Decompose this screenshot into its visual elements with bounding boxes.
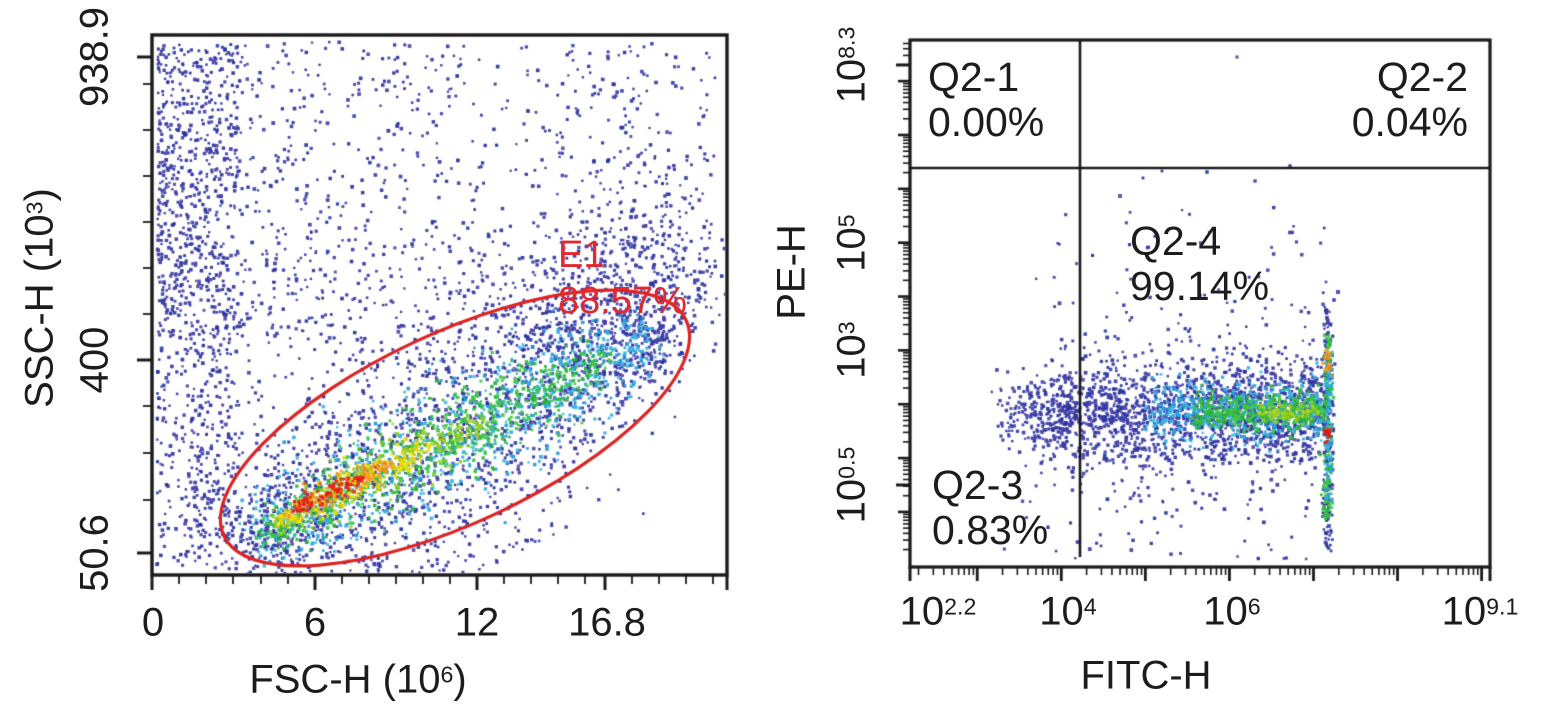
left-x-tick-6: 6 [303,600,327,645]
right-y-tick-10e8-3: 108.3 [830,27,875,104]
right-y-tick-10e3: 103 [830,321,875,378]
q2-2-percent: 0.04% [1351,99,1468,145]
right-x-tick-10e2-2-base: 10 [899,589,945,634]
right-y-tick-10e8-3-exp: 8.3 [833,26,860,59]
left-x-label-sup: 6 [440,661,454,688]
right-x-tick-10e9-1: 109.1 [1442,590,1519,635]
right-y-axis-label: PE-H [769,224,814,320]
right-x-tick-10e6-exp: 6 [1247,593,1261,620]
left-y-label-close: ) [17,188,62,202]
right-x-tick-10e4-base: 10 [1039,589,1084,634]
right-y-tick-10e8-3-base: 10 [829,58,874,104]
right-x-axis-label: FITC-H [1080,653,1212,698]
right-y-tick-10e5: 105 [830,214,875,271]
q2-2-name: Q2-2 [1376,54,1468,100]
quadrant-q2-2-label: Q2-2 0.04% [1352,55,1468,145]
q2-3-name: Q2-3 [932,462,1024,508]
right-y-tick-10e5-exp: 5 [833,214,860,228]
left-y-label-sup: 3 [21,201,48,215]
q2-4-percent: 99.14% [1130,263,1270,309]
right-x-tick-10e9-1-base: 10 [1441,589,1487,634]
right-x-tick-10e4: 104 [1039,590,1096,635]
q2-4-name: Q2-4 [1130,218,1222,264]
quadrant-q2-1-label: Q2-1 0.00% [928,55,1044,145]
right-x-tick-10e9-1-exp: 9.1 [1486,593,1519,620]
left-x-tick-12: 12 [454,600,500,645]
left-x-axis-label: FSC-H (106) [249,658,466,703]
left-x-tick-0: 0 [141,600,165,645]
right-x-tick-10e6-base: 10 [1203,589,1248,634]
right-x-tick-10e6: 106 [1203,590,1260,635]
right-y-tick-10e0-5: 100.5 [830,447,875,524]
q2-1-percent: 0.00% [928,99,1045,145]
q2-1-name: Q2-1 [928,54,1020,100]
quadrant-q2-3-label: Q2-3 0.83% [932,463,1048,553]
right-y-tick-10e3-exp: 3 [833,321,860,335]
left-y-tick-50-6: 50.6 [72,514,117,592]
right-y-tick-10e3-base: 10 [829,334,874,379]
q2-3-percent: 0.83% [932,507,1049,553]
left-x-label-close: ) [453,657,467,702]
right-x-tick-10e2-2: 102.2 [900,590,977,635]
right-y-tick-10e0-5-base: 10 [829,478,874,524]
right-x-tick-10e2-2-exp: 2.2 [944,593,977,620]
left-y-label-text: SSC-H (10 [17,214,62,408]
left-x-label-text: FSC-H (10 [249,657,441,702]
gate-e1-name: E1 [558,234,605,276]
left-y-tick-938-9: 938.9 [72,6,117,108]
right-y-tick-10e5-base: 10 [829,227,874,272]
left-y-tick-400: 400 [72,326,117,394]
gate-e1-label: E1 88.57% [558,232,687,324]
left-y-axis-label: SSC-H (103) [18,188,63,408]
left-x-tick-16-8: 16.8 [568,600,646,645]
quadrant-q2-4-label: Q2-4 99.14% [1130,219,1269,309]
right-y-tick-10e0-5-exp: 0.5 [833,446,860,479]
right-x-tick-10e4-exp: 4 [1083,593,1097,620]
gate-e1-percent: 88.57% [558,280,687,322]
